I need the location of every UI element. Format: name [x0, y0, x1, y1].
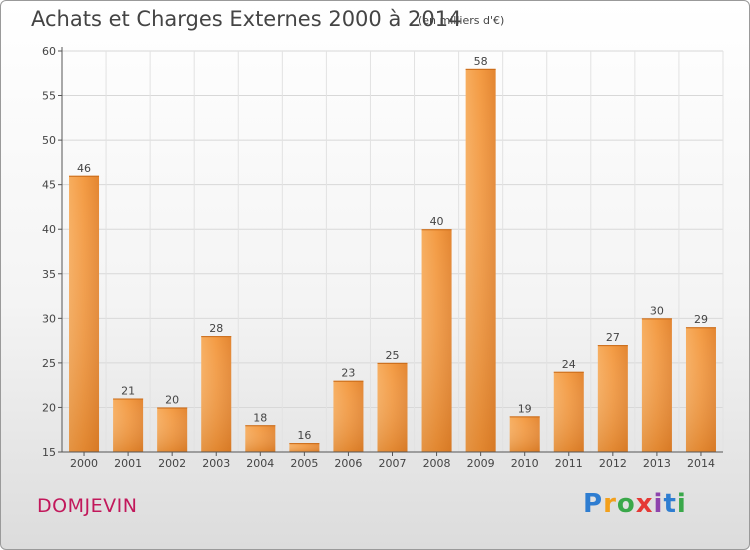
data-label: 16	[297, 429, 311, 442]
bar-shade	[69, 175, 100, 452]
bar-shade	[597, 345, 628, 452]
bar-shade	[641, 318, 672, 452]
place-name: DOMJEVIN	[37, 495, 138, 517]
proxiti-logo: Proxiti	[583, 489, 687, 519]
y-tick-label: 15	[42, 446, 56, 459]
x-tick-label: 2011	[555, 457, 583, 470]
chart-unit: (en milliers d'€)	[418, 14, 505, 27]
x-tick-label: 2010	[511, 457, 539, 470]
x-tick-label: 2014	[687, 457, 715, 470]
data-label: 29	[694, 313, 708, 326]
x-tick-label: 2012	[599, 457, 627, 470]
y-tick-label: 60	[42, 45, 56, 58]
x-tick-label: 2004	[246, 457, 274, 470]
data-label: 23	[341, 367, 355, 380]
x-tick-label: 2009	[467, 457, 495, 470]
data-label: 46	[77, 162, 91, 175]
bar-shade	[201, 336, 232, 452]
y-tick-label: 35	[42, 268, 56, 281]
axes: 15 20 25 30 35 40 45 50 55 60 2000 2001 2002 2003 2004…	[42, 45, 723, 470]
x-tick-label: 2002	[158, 457, 186, 470]
bar-shade	[245, 425, 276, 452]
data-label: 25	[386, 349, 400, 362]
bar-shade	[377, 362, 408, 452]
x-tick-label: 2013	[643, 457, 671, 470]
bar-shade	[113, 398, 144, 452]
bar-shade	[509, 416, 540, 452]
data-label: 40	[430, 215, 444, 228]
data-label: 28	[209, 322, 223, 335]
x-tick-label: 2001	[114, 457, 142, 470]
bar-shade	[685, 327, 716, 452]
x-tick-label: 2006	[334, 457, 362, 470]
data-label: 20	[165, 393, 179, 406]
bar-shade	[289, 443, 320, 452]
data-label: 21	[121, 385, 135, 398]
y-tick-label: 55	[42, 90, 56, 103]
y-tick-label: 25	[42, 357, 56, 370]
y-tick-label: 50	[42, 134, 56, 147]
x-tick-label: 2005	[290, 457, 318, 470]
chart-title: Achats et Charges Externes 2000 à 2014	[31, 7, 462, 31]
bar-shade	[421, 229, 452, 452]
bar-shade	[157, 407, 188, 452]
bar-shade	[465, 68, 496, 453]
x-tick-label: 2007	[379, 457, 407, 470]
y-tick-label: 30	[42, 312, 56, 325]
y-tick-label: 40	[42, 223, 56, 236]
bar-shade	[333, 380, 364, 452]
y-tick-label: 20	[42, 401, 56, 414]
data-label: 18	[253, 411, 267, 424]
data-label: 19	[518, 402, 532, 415]
x-tick-label: 2008	[423, 457, 451, 470]
data-label: 24	[562, 358, 576, 371]
x-tick-label: 2000	[70, 457, 98, 470]
data-label: 30	[650, 304, 664, 317]
y-tick-label: 45	[42, 179, 56, 192]
bar-shade	[553, 371, 584, 452]
x-tick-label: 2003	[202, 457, 230, 470]
data-label: 58	[474, 55, 488, 68]
bars: 46 21 20 28 18 16 23 25 40 58 19 24 27 30 29	[69, 55, 716, 453]
data-label: 27	[606, 331, 620, 344]
